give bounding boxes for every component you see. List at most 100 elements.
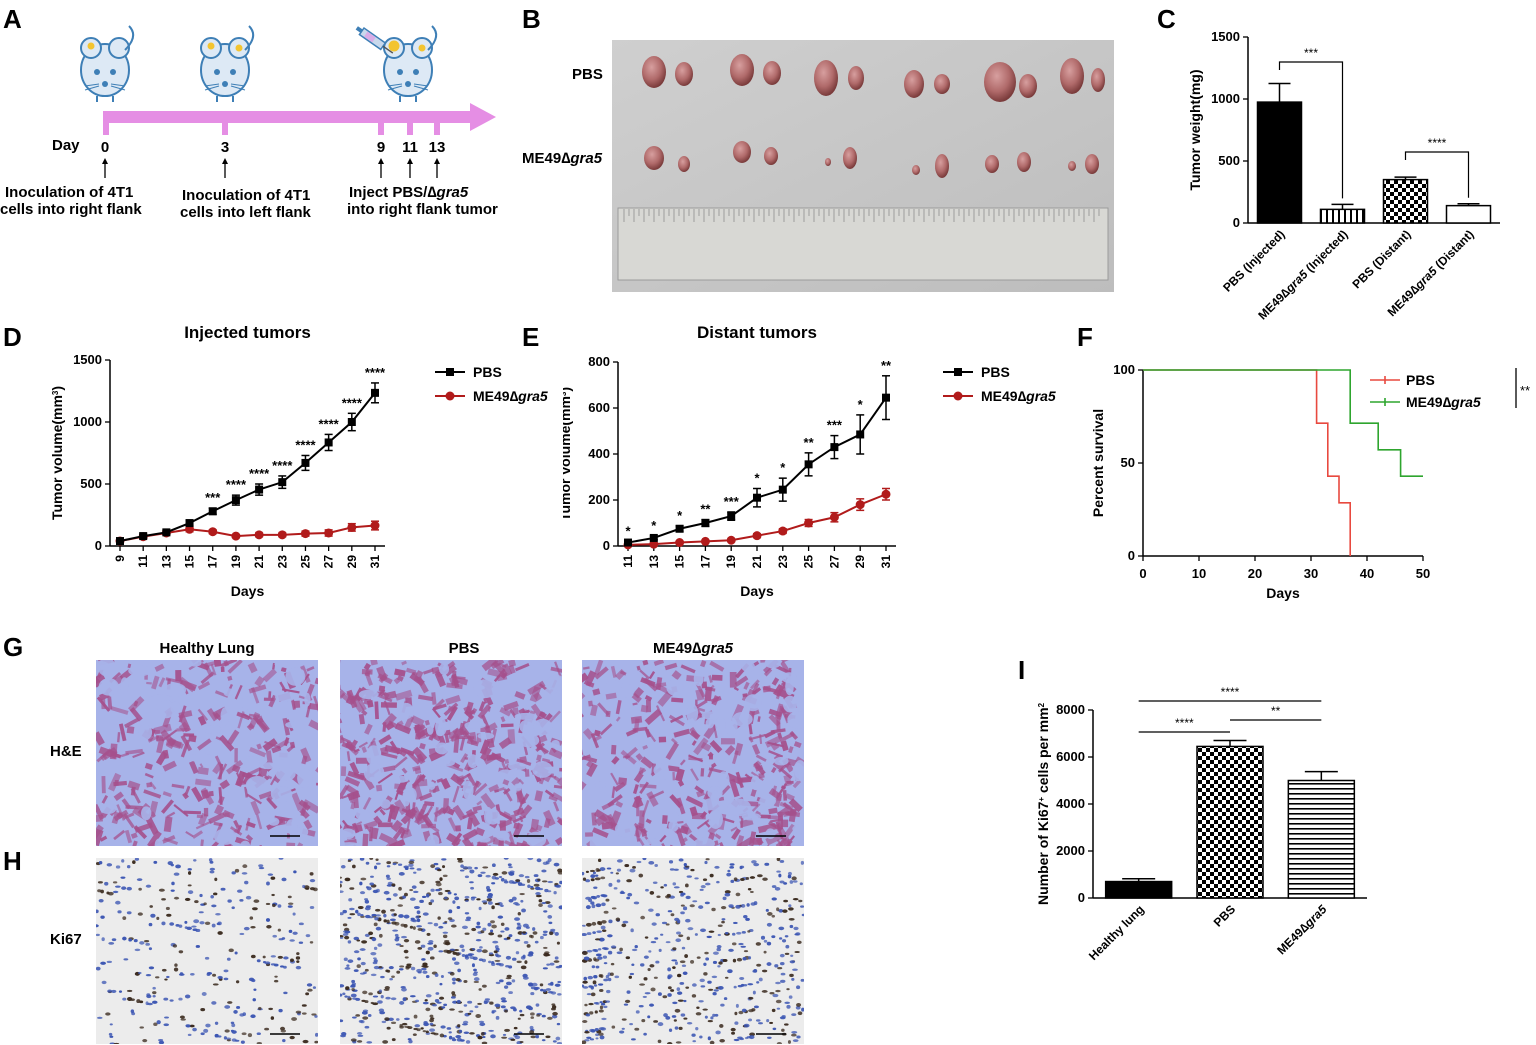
panel-label-h: H <box>3 846 22 876</box>
x-tick-label: 20 <box>1248 566 1262 581</box>
x-tick-label: 50 <box>1416 566 1430 581</box>
data-point <box>752 531 762 541</box>
histology-row-he: H&E <box>50 743 82 760</box>
x-tick-label: 27 <box>827 555 841 569</box>
step0-line2: cells into right flank <box>0 201 142 218</box>
y-axis-label: Number of Ki67+ cells per mm2 <box>1035 702 1051 905</box>
step1-line2: cells into left flank <box>180 204 311 221</box>
x-category-label: Healthy lung <box>1086 902 1147 963</box>
significance-label: **** <box>342 395 363 410</box>
panel-label-e: E <box>522 322 540 352</box>
ki67-image-pbs <box>340 858 562 1044</box>
data-point <box>675 524 684 533</box>
tumor-specimen <box>935 154 949 178</box>
tumor-specimen <box>1019 74 1037 98</box>
data-point <box>726 535 736 545</box>
data-point <box>675 538 685 548</box>
data-point <box>882 393 890 402</box>
y-tick-label: 1500 <box>73 352 102 367</box>
significance-label: *** <box>724 494 740 509</box>
chart-i: 0 2000 4000 6000 8000 Healthy lung PBS ME49∆gra… <box>1035 685 1367 963</box>
data-point <box>804 518 814 528</box>
ruler <box>617 207 1109 281</box>
significance-label: ** <box>1271 704 1281 718</box>
y-tick-label: 8000 <box>1056 702 1085 717</box>
x-axis-label: Days <box>231 583 265 599</box>
x-tick-label: 17 <box>698 555 712 569</box>
data-point <box>139 532 148 541</box>
y-axis-label: Tumor weight(mg) <box>1187 69 1203 190</box>
x-tick-label: 19 <box>229 555 243 569</box>
data-point <box>301 458 310 467</box>
data-point <box>804 460 813 469</box>
significance-label: **** <box>272 458 293 473</box>
data-point <box>881 489 891 499</box>
legend-label: ME49∆gra5 <box>981 388 1056 404</box>
x-tick-label: 11 <box>621 555 635 568</box>
significance-label: ** <box>804 435 815 450</box>
tumor-specimen <box>848 66 864 90</box>
x-tick-label: 13 <box>159 555 173 569</box>
significance-bracket <box>1404 151 1470 198</box>
tumor-photo <box>612 40 1114 292</box>
x-tick-label: 23 <box>776 555 790 569</box>
panel-label-f: F <box>1077 322 1093 352</box>
tumor-specimen <box>1060 58 1084 94</box>
mouse-icon <box>80 25 135 102</box>
x-axis-label: Days <box>1266 585 1300 601</box>
data-point <box>300 529 310 539</box>
x-tick-label: 15 <box>183 555 197 569</box>
syringe-icon <box>355 26 394 54</box>
y-tick-label: 500 <box>80 476 102 491</box>
timeline-bar <box>103 111 473 123</box>
significance-label: **** <box>295 437 316 452</box>
y-axis-label: Tumor volume(mm3) <box>49 386 65 520</box>
data-point <box>371 388 379 397</box>
tumor-specimen <box>984 62 1016 102</box>
legend-label: PBS <box>1406 372 1435 388</box>
data-point <box>185 519 194 528</box>
data-point <box>231 531 241 541</box>
y-tick-label: 1000 <box>73 414 102 429</box>
data-point <box>208 527 218 537</box>
x-tick-label: 9 <box>113 555 127 562</box>
bar <box>1287 779 1356 899</box>
histology-col-pbs: PBS <box>448 640 480 657</box>
y-axis-label: Tumor volume(mm3) <box>563 387 573 521</box>
chart-title: Injected tumors <box>184 323 311 342</box>
significance-label: * <box>754 471 760 486</box>
bar <box>1319 208 1366 224</box>
tumor-specimen <box>904 70 924 98</box>
tumor-specimen <box>985 155 999 173</box>
tumor-specimen <box>764 147 778 165</box>
chart-title: Distant tumors <box>697 323 817 342</box>
panel-label-c: C <box>1157 4 1176 34</box>
tumor-specimen <box>912 165 920 175</box>
tumor-specimen <box>934 74 950 94</box>
y-tick-label: 800 <box>588 354 610 369</box>
significance-label: * <box>625 523 631 538</box>
data-point <box>370 521 380 531</box>
x-tick-label: 31 <box>879 555 893 569</box>
legend-label: ME49∆gra5 <box>473 388 548 404</box>
x-tick-label: 11 <box>136 555 150 568</box>
day-tick: 3 <box>221 139 229 156</box>
ki67-image-healthy <box>96 858 318 1044</box>
tumor-specimen <box>642 56 666 88</box>
data-point <box>727 512 736 521</box>
y-axis-label: Percent survival <box>1090 409 1106 517</box>
panel-label-d: D <box>3 322 22 352</box>
data-point <box>701 519 710 527</box>
mouse-icon <box>200 25 255 102</box>
tumor-specimen <box>1017 152 1031 172</box>
significance-label: *** <box>205 490 221 505</box>
bar <box>1256 101 1303 224</box>
x-category-label: ME49∆gra5 <box>1274 902 1329 957</box>
step1-line1: Inoculation of 4T1 <box>182 187 311 204</box>
data-point <box>255 485 264 494</box>
he-image-healthy <box>96 660 318 846</box>
chart-f: 0 50 100 0 10 20 30 40 50 Days Percent survival PBS… <box>1090 362 1530 601</box>
y-tick-label: 400 <box>588 446 610 461</box>
data-point <box>700 536 710 546</box>
mouse-icon <box>383 25 438 102</box>
